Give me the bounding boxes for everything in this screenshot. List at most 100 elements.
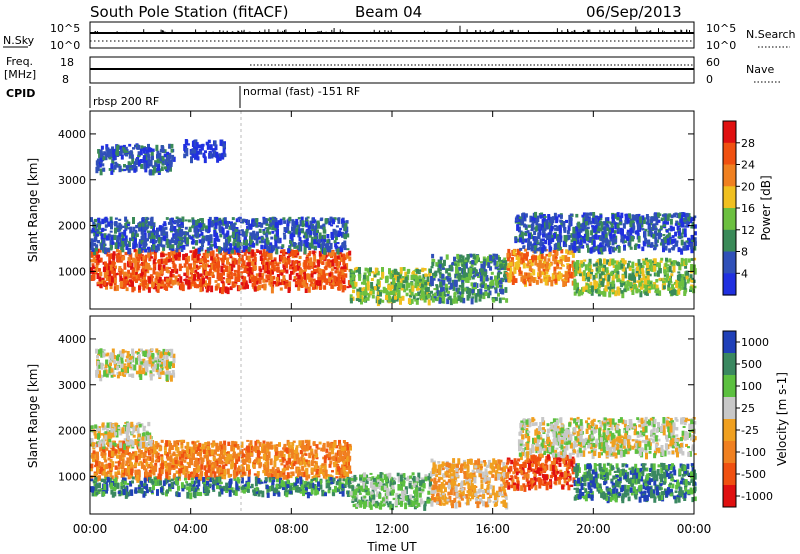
power-cell bbox=[323, 238, 327, 243]
power-cell bbox=[211, 258, 215, 265]
velocity-cell bbox=[329, 460, 333, 465]
power-cell bbox=[538, 246, 542, 252]
power-cell bbox=[605, 268, 609, 272]
power-cell bbox=[96, 273, 100, 279]
power-cell bbox=[246, 284, 249, 289]
power-cell bbox=[307, 253, 311, 257]
power-cell bbox=[136, 273, 140, 279]
power-cell bbox=[110, 268, 114, 274]
power-cell bbox=[177, 256, 181, 261]
power-cell bbox=[222, 283, 226, 290]
power-cell bbox=[528, 278, 532, 284]
power-cell bbox=[338, 271, 342, 274]
power-cell bbox=[532, 236, 536, 241]
power-cell bbox=[677, 282, 681, 287]
power-cell bbox=[693, 268, 697, 274]
power-cell bbox=[162, 264, 166, 271]
power-cell bbox=[466, 287, 470, 295]
power-cell bbox=[565, 274, 569, 278]
power-cell bbox=[677, 247, 681, 253]
power-cell bbox=[616, 212, 620, 217]
power-cell bbox=[566, 250, 570, 255]
colorbar-segment bbox=[723, 208, 736, 231]
power-cell bbox=[219, 220, 223, 224]
power-cell bbox=[439, 256, 443, 261]
power-cell bbox=[160, 284, 164, 287]
power-cell bbox=[465, 258, 469, 263]
power-cell bbox=[521, 260, 525, 265]
velocity-cell bbox=[308, 445, 312, 451]
power-cell bbox=[655, 279, 659, 283]
power-cell bbox=[287, 248, 291, 254]
power-cell bbox=[611, 280, 615, 287]
power-cell bbox=[572, 271, 576, 278]
power-cell bbox=[348, 256, 352, 262]
power-cell bbox=[160, 266, 163, 274]
power-cell bbox=[198, 247, 201, 252]
power-cell bbox=[575, 289, 579, 294]
power-cell bbox=[145, 226, 149, 229]
power-cell bbox=[587, 247, 590, 253]
power-cell bbox=[257, 285, 261, 291]
power-cell bbox=[598, 227, 602, 232]
velocity-cell bbox=[180, 467, 184, 474]
power-cell bbox=[655, 284, 659, 289]
power-cell bbox=[460, 293, 464, 298]
power-cell bbox=[94, 235, 98, 242]
power-cell bbox=[215, 216, 219, 220]
power-cell bbox=[666, 266, 670, 273]
power-cell bbox=[111, 159, 115, 165]
power-cell bbox=[173, 252, 177, 259]
power-cell bbox=[644, 282, 648, 289]
power-cell bbox=[119, 151, 122, 156]
power-cell bbox=[101, 163, 105, 167]
power-cell bbox=[472, 270, 476, 274]
power-cell bbox=[105, 147, 109, 151]
power-cell bbox=[680, 257, 684, 261]
power-cell bbox=[634, 214, 638, 221]
power-cell bbox=[518, 234, 522, 240]
power-cell bbox=[474, 293, 478, 296]
power-cell bbox=[358, 295, 362, 299]
power-cell bbox=[109, 283, 113, 286]
power-cell bbox=[653, 214, 657, 221]
power-cell bbox=[608, 291, 612, 298]
power-cell bbox=[410, 274, 414, 281]
power-cell bbox=[206, 285, 210, 292]
power-cell bbox=[391, 274, 395, 277]
power-cell bbox=[411, 272, 415, 275]
velocity-cell bbox=[210, 442, 214, 445]
power-cell bbox=[621, 291, 625, 299]
power-cell bbox=[202, 154, 206, 159]
power-cell bbox=[458, 267, 462, 271]
power-cell bbox=[286, 223, 290, 231]
power-cell bbox=[132, 257, 135, 263]
power-cell bbox=[95, 265, 99, 269]
power-cell bbox=[221, 259, 225, 264]
power-cell bbox=[203, 269, 207, 275]
power-cell bbox=[228, 225, 232, 230]
power-cell bbox=[365, 297, 369, 301]
power-cell bbox=[360, 298, 363, 305]
power-cell bbox=[474, 295, 478, 303]
velocity-cell bbox=[285, 460, 289, 466]
power-cell bbox=[346, 248, 350, 251]
power-cell bbox=[511, 257, 514, 262]
power-cell bbox=[513, 266, 517, 272]
power-cell bbox=[617, 246, 621, 253]
power-cell bbox=[204, 225, 208, 232]
power-cell bbox=[462, 274, 466, 278]
power-cell bbox=[556, 261, 560, 269]
power-cell bbox=[209, 234, 213, 240]
power-cell bbox=[112, 270, 116, 278]
power-cell bbox=[376, 286, 380, 290]
power-cell bbox=[666, 234, 669, 239]
power-cell bbox=[185, 266, 189, 271]
power-cell bbox=[566, 230, 570, 235]
power-cell bbox=[216, 256, 220, 260]
power-cell bbox=[582, 286, 586, 292]
power-cell bbox=[202, 223, 206, 228]
power-cell bbox=[146, 238, 149, 242]
power-cell bbox=[550, 280, 554, 287]
